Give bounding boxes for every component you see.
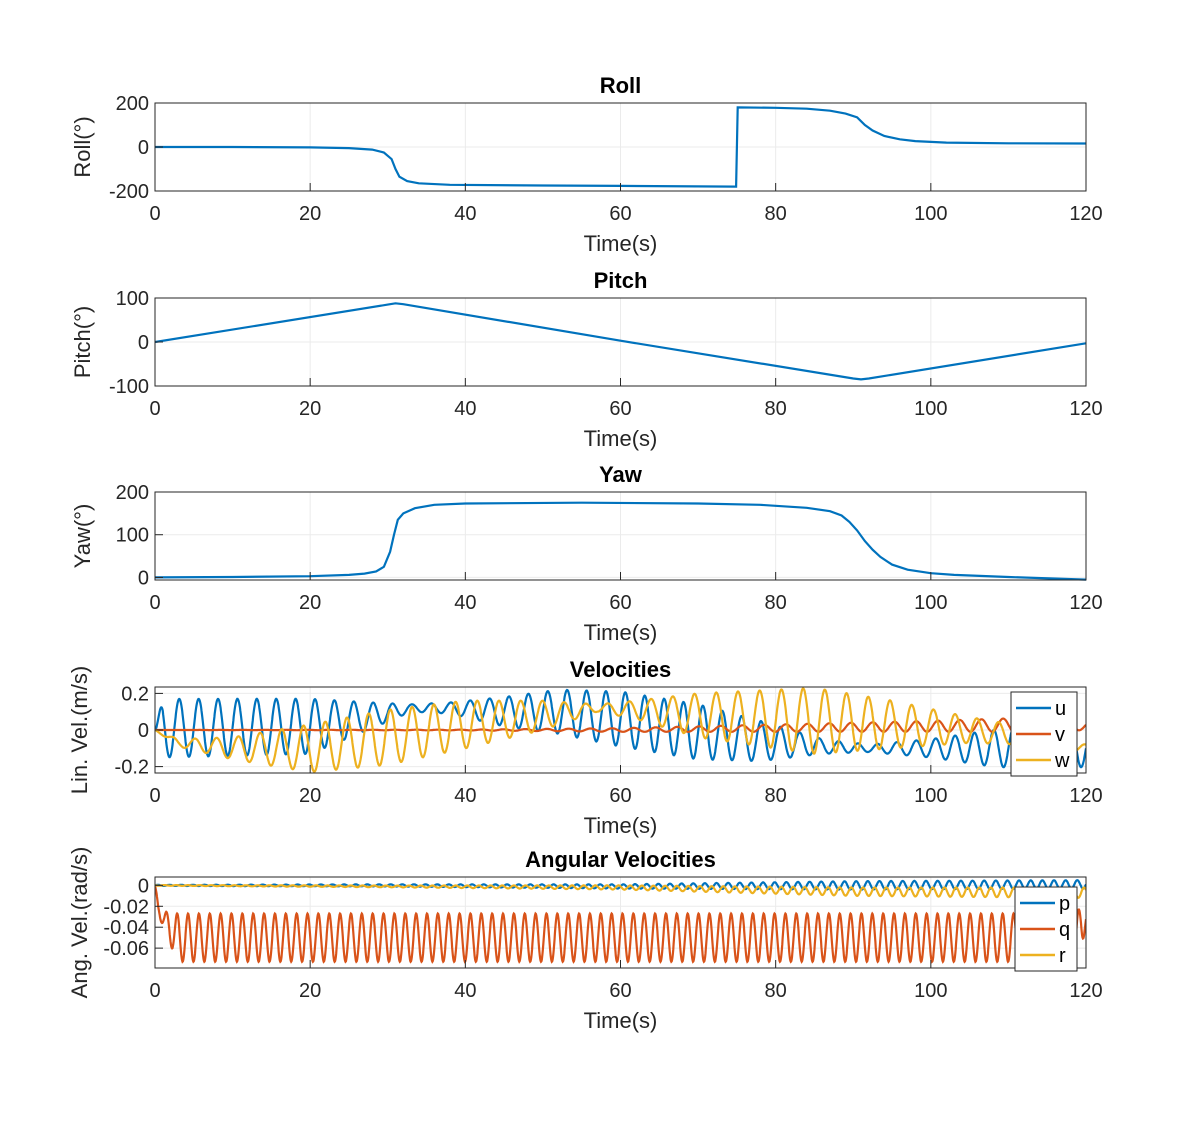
series-line-data — [155, 302, 1086, 381]
x-tick-label: 0 — [149, 980, 160, 1002]
y-tick-label: -0.04 — [103, 917, 149, 939]
y-axis-label: Roll(°) — [70, 116, 95, 177]
y-axis-label: Lin. Vel.(m/s) — [67, 666, 92, 794]
y-tick-label: -0.2 — [115, 757, 149, 779]
x-axis-label: Time(s) — [584, 1008, 658, 1033]
series-line-w — [155, 687, 1086, 773]
x-tick-label: 80 — [765, 785, 787, 807]
legend: pqr — [1014, 886, 1078, 972]
chart-title: Pitch — [594, 268, 648, 293]
x-tick-label: 60 — [609, 980, 631, 1002]
y-tick-label: 100 — [116, 288, 149, 310]
x-tick-label: 40 — [454, 592, 476, 614]
y-tick-label: 0 — [138, 720, 149, 742]
series-line-r — [155, 884, 1086, 899]
legend: uvw — [1010, 691, 1078, 777]
chart-title: Yaw — [599, 462, 643, 487]
x-tick-label: 80 — [765, 398, 787, 420]
legend-label-v: v — [1055, 724, 1065, 746]
y-tick-label: -0.06 — [103, 938, 149, 960]
x-tick-label: 20 — [299, 592, 321, 614]
x-tick-label: 20 — [299, 785, 321, 807]
x-tick-label: 40 — [454, 203, 476, 225]
y-tick-label: 0.2 — [121, 683, 149, 705]
x-tick-label: 60 — [609, 398, 631, 420]
x-axis-label: Time(s) — [584, 231, 658, 256]
y-tick-label: 0 — [138, 875, 149, 897]
series-line-data — [155, 501, 1086, 581]
x-tick-label: 80 — [765, 592, 787, 614]
legend-label-q: q — [1059, 919, 1070, 941]
x-axis-label: Time(s) — [584, 620, 658, 645]
x-tick-label: 120 — [1069, 203, 1102, 225]
y-axis-label: Yaw(°) — [70, 504, 95, 569]
x-tick-label: 100 — [914, 592, 947, 614]
chart-title: Roll — [600, 73, 642, 98]
x-tick-label: 100 — [914, 785, 947, 807]
legend-label-u: u — [1055, 698, 1066, 720]
x-tick-label: 40 — [454, 398, 476, 420]
y-tick-label: 100 — [116, 525, 149, 547]
subplot-pitch: 0 20 40 60 80 100 120-1000100Time(s)Pitch(°)Pi… — [70, 268, 1103, 451]
x-tick-label: 20 — [299, 203, 321, 225]
series-line-v — [155, 716, 1086, 733]
y-tick-label: -100 — [109, 376, 149, 398]
y-axis-label: Pitch(°) — [70, 306, 95, 378]
y-tick-label: -200 — [109, 181, 149, 203]
x-tick-label: 80 — [765, 980, 787, 1002]
series-line-u — [155, 688, 1086, 771]
y-tick-label: 0 — [138, 567, 149, 589]
x-tick-label: 0 — [149, 592, 160, 614]
x-axis-label: Time(s) — [584, 813, 658, 838]
x-tick-label: 120 — [1069, 398, 1102, 420]
x-tick-label: 60 — [609, 203, 631, 225]
subplot-angular-velocities: 0 20 40 60 80 100 120-0.06-0.04-0.020Time(s)An… — [67, 847, 1103, 1033]
y-tick-label: 0 — [138, 137, 149, 159]
subplot-yaw: 0 20 40 60 80 100 120 0 100 200 Time(s) Yaw(°) Yaw — [70, 462, 1103, 645]
x-tick-label: 100 — [914, 203, 947, 225]
legend-label-p: p — [1059, 893, 1070, 915]
series-line-q — [155, 885, 1086, 964]
x-tick-label: 0 — [149, 398, 160, 420]
chart-title: Angular Velocities — [525, 847, 716, 872]
x-tick-label: 60 — [609, 785, 631, 807]
y-tick-label: 0 — [138, 332, 149, 354]
x-tick-label: 40 — [454, 785, 476, 807]
subplot-roll: 0 20 40 60 80 100 120-2000200Time(s)Roll(°)Rol… — [70, 73, 1103, 256]
y-tick-label: 200 — [116, 482, 149, 504]
x-tick-label: 60 — [609, 592, 631, 614]
series-line-data — [155, 106, 1086, 188]
x-tick-label: 100 — [914, 980, 947, 1002]
x-tick-label: 0 — [149, 203, 160, 225]
y-tick-label: 200 — [116, 93, 149, 115]
x-tick-label: 40 — [454, 980, 476, 1002]
chart-title: Velocities — [570, 657, 672, 682]
y-axis-label: Ang. Vel.(rad/s) — [67, 847, 92, 999]
x-tick-label: 120 — [1069, 980, 1102, 1002]
x-tick-label: 80 — [765, 203, 787, 225]
x-tick-label: 100 — [914, 398, 947, 420]
y-tick-label: -0.02 — [103, 896, 149, 918]
x-tick-label: 0 — [149, 785, 160, 807]
x-tick-label: 120 — [1069, 785, 1102, 807]
legend-label-w: w — [1054, 750, 1070, 772]
x-tick-label: 20 — [299, 398, 321, 420]
x-tick-label: 20 — [299, 980, 321, 1002]
x-tick-label: 120 — [1069, 592, 1102, 614]
legend-label-r: r — [1059, 945, 1066, 967]
x-axis-label: Time(s) — [584, 426, 658, 451]
